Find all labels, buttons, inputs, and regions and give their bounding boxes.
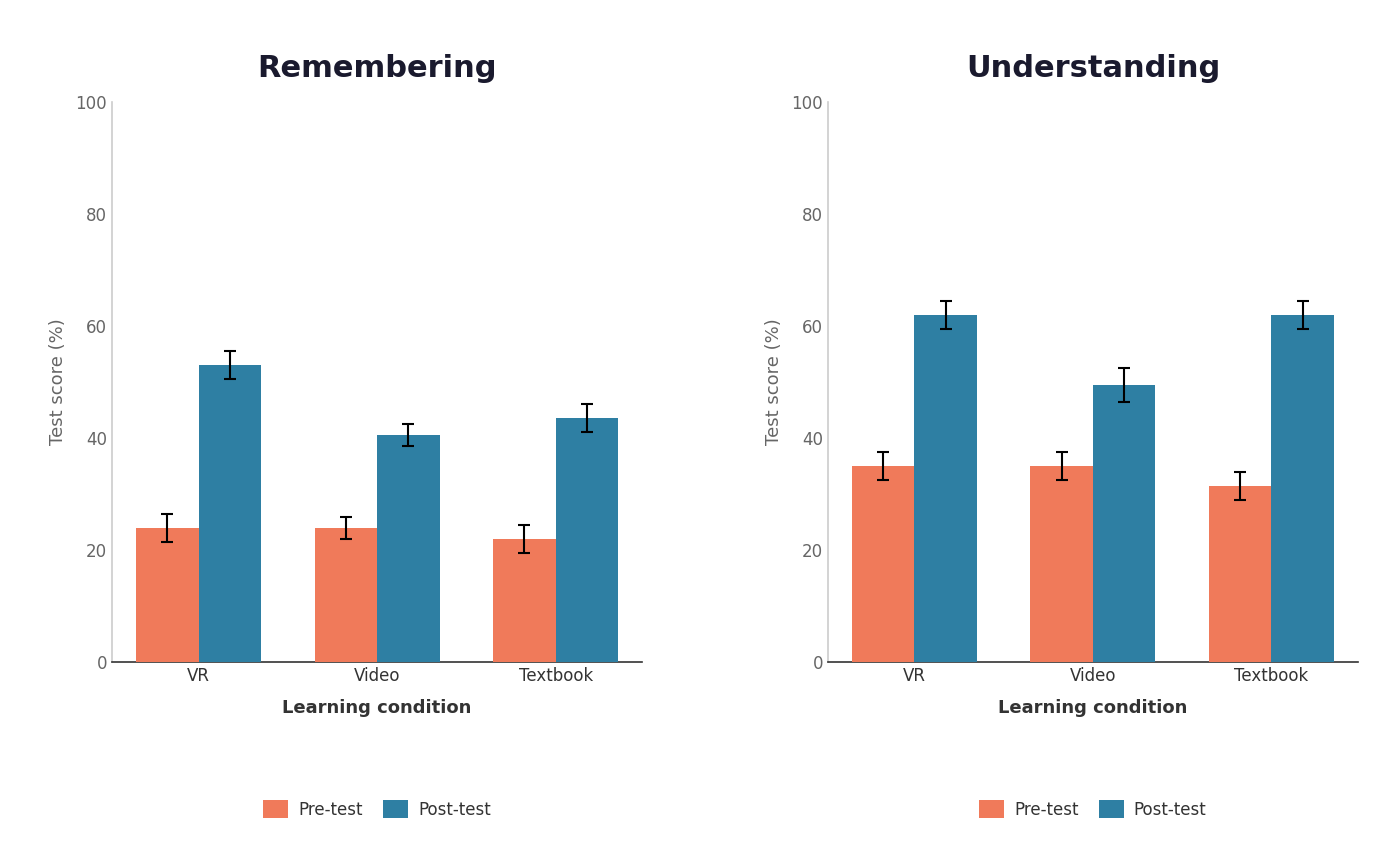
Y-axis label: Test score (%): Test score (%) [764,318,783,446]
Bar [315,528,377,662]
Legend: Pre-test, Post-test: Pre-test, Post-test [973,794,1214,825]
Bar [1210,486,1271,662]
Title: Remembering: Remembering [258,53,497,83]
Bar [1030,466,1093,662]
Bar [136,528,199,662]
X-axis label: Learning condition: Learning condition [283,699,472,717]
X-axis label: Learning condition: Learning condition [998,699,1187,717]
Bar [493,539,556,662]
Bar [1093,385,1155,662]
Y-axis label: Test score (%): Test score (%) [49,318,67,446]
Bar [914,315,977,662]
Bar [377,436,440,662]
Title: Understanding: Understanding [966,53,1219,83]
Bar [1271,315,1334,662]
Bar [556,419,619,662]
Bar [851,466,914,662]
Legend: Pre-test, Post-test: Pre-test, Post-test [256,794,497,825]
Bar [199,365,260,662]
